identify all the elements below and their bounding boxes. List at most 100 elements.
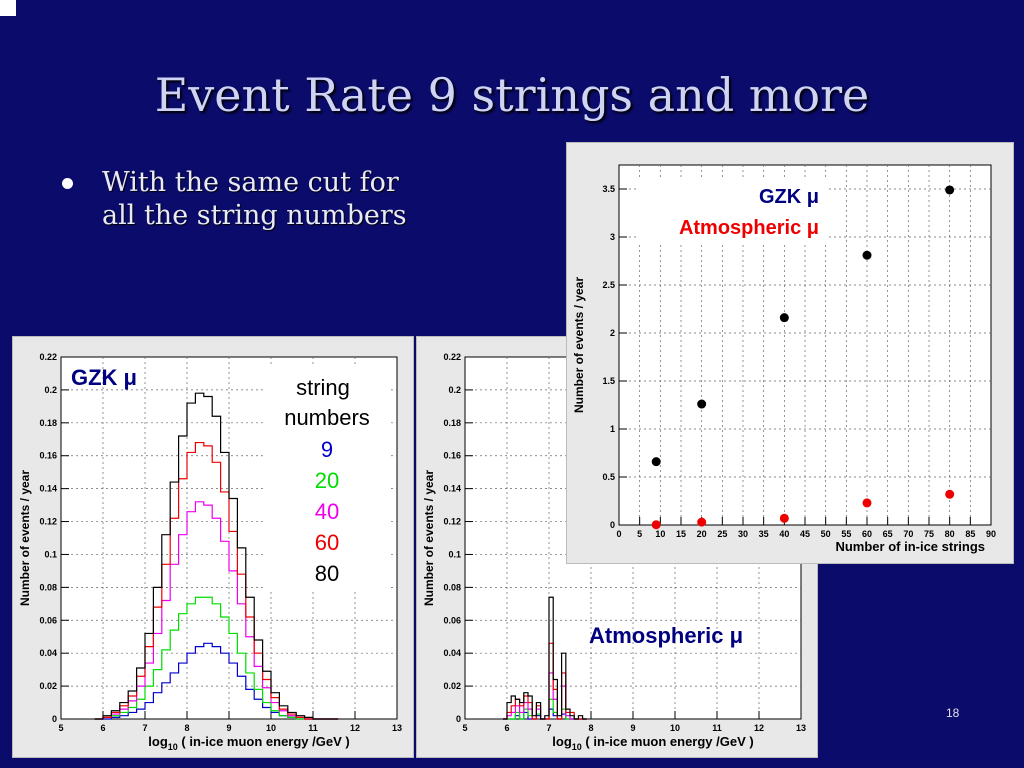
y-tick-label: 0.16: [443, 451, 461, 461]
x-tick-label: 5: [637, 529, 642, 539]
legend-entry-9: 9: [321, 437, 333, 462]
y-axis-label: Number of events / year: [572, 277, 586, 413]
data-point-atmospheric: [697, 517, 707, 527]
histogram-series-20: [94, 596, 339, 720]
x-tick-label: 45: [800, 529, 810, 539]
gzk-annotation: GZK μ: [71, 365, 137, 390]
legend-entry-60: 60: [315, 530, 339, 555]
bullet-line-2: all the string numbers: [102, 200, 407, 231]
x-tick-label: 20: [697, 529, 707, 539]
x-tick-label: 0: [616, 529, 621, 539]
x-tick-label: 80: [945, 529, 955, 539]
x-axis-label: log10 ( in-ice muon energy /GeV ): [552, 734, 753, 752]
legend-title-line-1: string: [296, 375, 350, 400]
y-tick-label: 0: [456, 714, 461, 724]
y-axis-label: Number of events / year: [422, 470, 436, 606]
y-tick-label: 0.06: [443, 615, 461, 625]
x-tick-label: 9: [226, 723, 231, 733]
y-axis-label: Number of events / year: [18, 470, 32, 606]
x-tick-label: 5: [58, 723, 63, 733]
x-tick-label: 30: [738, 529, 748, 539]
x-tick-label: 13: [796, 723, 806, 733]
gzk-histogram-chart: 5 6 7 8 9 10 11 12 13 0 0.02 0.04 0.06 0.08 0.1 0.12 0.1…: [18, 352, 402, 752]
legend-box: [639, 177, 829, 243]
x-tick-label: 50: [821, 529, 831, 539]
y-tick-label: 0.22: [39, 352, 57, 362]
y-tick-label: 3: [610, 232, 615, 242]
y-tick-label: 0.04: [443, 648, 461, 658]
data-point-gzk: [697, 399, 707, 409]
x-tick-label: 12: [350, 723, 360, 733]
y-tick-label: 0.18: [39, 418, 57, 428]
x-tick-label: 55: [841, 529, 851, 539]
legend-entry-40: 40: [315, 499, 339, 524]
data-point-gzk: [779, 313, 789, 323]
x-tick-label: 10: [266, 723, 276, 733]
data-point-gzk: [651, 457, 661, 467]
y-tick-label: 0.1: [44, 549, 57, 559]
legend-entry-atmospheric: Atmospheric μ: [679, 217, 819, 239]
y-tick-label: 0.1: [448, 549, 461, 559]
histogram-series-80: [94, 392, 339, 720]
legend-entry-20: 20: [315, 468, 339, 493]
y-tick-label: 0.02: [443, 681, 461, 691]
legend-entry-80: 80: [315, 561, 339, 586]
x-tick-label: 7: [142, 723, 147, 733]
y-tick-label: 0.18: [443, 418, 461, 428]
x-tick-label: 65: [883, 529, 893, 539]
atmospheric-annotation: Atmospheric μ: [589, 623, 743, 648]
y-tick-label: 0.08: [39, 582, 57, 592]
x-axis-label: log10 ( in-ice muon energy /GeV ): [148, 734, 349, 752]
x-tick-label: 13: [392, 723, 402, 733]
data-point-atmospheric: [651, 520, 661, 530]
bullet-dot-icon: [62, 178, 73, 189]
bullet-line-1: With the same cut for: [102, 167, 399, 198]
y-tick-label: 0.06: [39, 615, 57, 625]
histogram-series-80: [502, 596, 587, 720]
x-tick-label: 10: [670, 723, 680, 733]
legend-title-line-2: numbers: [284, 405, 370, 430]
event-rate-scatter-chart: 0 5 10 15 20 25 30 35 40 45 50 55 60 65 70 75 80 85 90 0 0.5…: [572, 164, 996, 554]
y-tick-label: 2.5: [602, 280, 615, 290]
legend-box: [265, 367, 389, 591]
corner-marker: [0, 0, 16, 16]
y-tick-label: 2: [610, 328, 615, 338]
y-tick-label: 0: [610, 520, 615, 530]
x-tick-label: 11: [712, 723, 722, 733]
x-tick-label: 40: [779, 529, 789, 539]
y-tick-label: 0.02: [39, 681, 57, 691]
y-tick-label: 0: [52, 714, 57, 724]
x-tick-label: 6: [100, 723, 105, 733]
x-tick-label: 10: [655, 529, 665, 539]
x-tick-label: 15: [676, 529, 686, 539]
data-point-gzk: [945, 185, 955, 195]
x-tick-label: 11: [308, 723, 318, 733]
gzk-histogram-panel: 5 6 7 8 9 10 11 12 13 0 0.02 0.04 0.06 0.08 0.1 0.12 0.1…: [12, 336, 414, 758]
x-tick-label: 75: [924, 529, 934, 539]
data-point-atmospheric: [862, 498, 872, 508]
y-tick-label: 0.22: [443, 352, 461, 362]
y-tick-label: 0.2: [448, 385, 461, 395]
data-point-atmospheric: [945, 489, 955, 499]
data-point-atmospheric: [779, 513, 789, 523]
y-tick-label: 0.12: [39, 517, 57, 527]
x-tick-label: 5: [462, 723, 467, 733]
event-rate-vs-strings-panel: 0 5 10 15 20 25 30 35 40 45 50 55 60 65 70 75 80 85 90 0 0.5…: [566, 142, 1014, 564]
y-tick-label: 0.14: [39, 484, 57, 494]
y-tick-label: 1.5: [602, 376, 615, 386]
y-tick-label: 1: [610, 424, 615, 434]
y-tick-label: 0.2: [44, 385, 57, 395]
y-tick-label: 0.08: [443, 582, 461, 592]
x-tick-label: 85: [965, 529, 975, 539]
x-tick-label: 7: [546, 723, 551, 733]
y-tick-label: 0.04: [39, 648, 57, 658]
x-tick-label: 8: [184, 723, 189, 733]
y-tick-label: 0.14: [443, 484, 461, 494]
y-tick-label: 0.16: [39, 451, 57, 461]
data-point-gzk: [862, 250, 872, 260]
x-tick-label: 12: [754, 723, 764, 733]
slide-title: Event Rate 9 strings and more: [154, 68, 870, 122]
x-tick-label: 6: [504, 723, 509, 733]
y-tick-label: 3.5: [602, 184, 615, 194]
x-tick-label: 9: [630, 723, 635, 733]
